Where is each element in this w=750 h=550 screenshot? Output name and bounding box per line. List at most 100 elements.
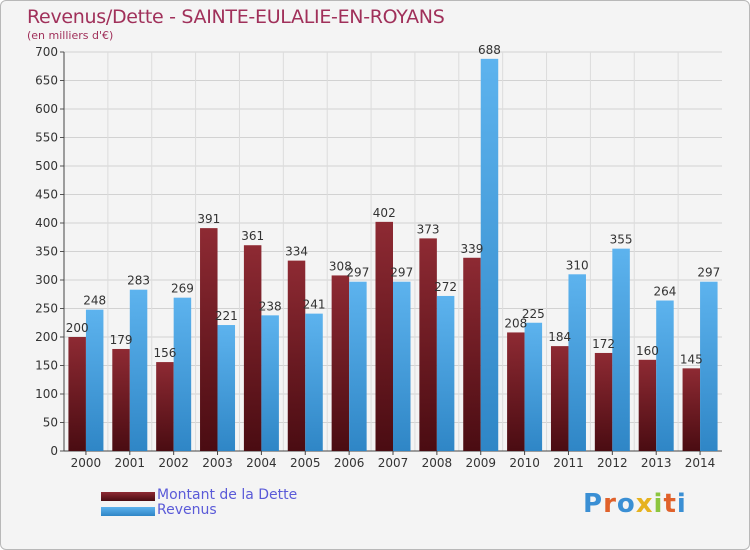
logo-letter: t [663, 489, 677, 519]
bar-revenue-2014 [700, 281, 718, 451]
ytick-label: 700 [35, 45, 58, 59]
data-label-debt-2007: 402 [373, 206, 396, 220]
ytick-label: 300 [35, 273, 58, 287]
xtick-label-2010: 2010 [509, 456, 540, 470]
data-label-debt-2013: 160 [636, 344, 659, 358]
logo-letter: i [653, 489, 664, 519]
data-label-revenue-2008: 272 [434, 280, 457, 294]
xtick-label-2006: 2006 [334, 456, 365, 470]
bar-debt-2003 [200, 228, 218, 451]
data-label-debt-2011: 184 [548, 330, 571, 344]
data-label-revenue-2005: 241 [303, 298, 326, 312]
bar-debt-2004 [243, 245, 262, 451]
bar-revenue-2006 [349, 281, 367, 451]
bar-revenue-2003 [217, 325, 236, 451]
data-label-debt-2009: 339 [461, 242, 484, 256]
ytick-label: 600 [35, 102, 58, 116]
bar-revenue-2007 [393, 281, 411, 451]
logo-letter: o [616, 489, 636, 519]
logo-letter: P [583, 489, 604, 519]
xtick-label-2000: 2000 [71, 456, 102, 470]
data-label-revenue-2012: 355 [610, 233, 633, 247]
data-label-debt-2010: 208 [504, 316, 527, 330]
xtick-label-2002: 2002 [158, 456, 189, 470]
logo-letter: x [635, 489, 654, 519]
bar-revenue-2001 [129, 289, 148, 451]
axes: 0 50 100 150 200 250 300 350 400 450 500 550 600 650 7… [35, 45, 722, 470]
xtick-label-2003: 2003 [202, 456, 233, 470]
bar-debt-2002 [156, 362, 174, 451]
data-label-debt-2014: 145 [680, 352, 703, 366]
data-label-debt-2002: 156 [153, 346, 176, 360]
data-label-debt-2003: 391 [197, 212, 220, 226]
ytick-label: 550 [35, 131, 58, 145]
data-label-debt-2000: 200 [66, 321, 89, 335]
xtick-label-2007: 2007 [378, 456, 409, 470]
xtick-label-2013: 2013 [641, 456, 672, 470]
legend-label-debt: Montant de la Dette [157, 487, 298, 503]
bar-revenue-2000 [85, 309, 104, 451]
data-label-debt-2004: 361 [241, 229, 264, 243]
bar-debt-2001 [112, 348, 130, 451]
chart-subtitle: (en milliers d'€) [27, 29, 114, 42]
bar-debt-2008 [419, 238, 437, 451]
bar-revenue-2002 [173, 297, 192, 451]
bar-revenue-2008 [436, 295, 455, 451]
data-label-revenue-2004: 238 [259, 299, 282, 313]
bar-revenue-2010 [524, 322, 543, 451]
data-label-revenue-2010: 225 [522, 307, 545, 321]
xtick-label-2014: 2014 [685, 456, 716, 470]
xtick-label-2004: 2004 [246, 456, 277, 470]
legend-swatch-debt [101, 492, 155, 501]
bar-revenue-2011 [568, 274, 586, 451]
data-label-revenue-2002: 269 [171, 282, 194, 296]
data-label-debt-2001: 179 [110, 333, 133, 347]
bar-debt-2006 [331, 275, 350, 451]
bar-revenue-2005 [305, 313, 323, 451]
ytick-label: 450 [35, 188, 58, 202]
ytick-label: 200 [35, 330, 58, 344]
bar-debt-2013 [638, 359, 657, 451]
data-label-revenue-2006: 297 [346, 266, 369, 280]
data-label-revenue-2001: 283 [127, 274, 150, 288]
ytick-label: 0 [50, 444, 58, 458]
bar-debt-2011 [550, 346, 569, 451]
data-label-debt-2008: 373 [417, 222, 440, 236]
data-label-revenue-2007: 297 [390, 266, 413, 280]
ytick-label: 350 [35, 245, 58, 259]
xtick-label-2008: 2008 [422, 456, 453, 470]
bar-revenue-2012 [612, 248, 630, 451]
xtick-label-2012: 2012 [597, 456, 628, 470]
data-label-revenue-2009: 688 [478, 43, 501, 57]
legend-swatch-revenue [101, 507, 155, 516]
data-label-debt-2012: 172 [592, 337, 615, 351]
bar-debt-2014 [682, 368, 701, 451]
bar-debt-2012 [594, 352, 613, 451]
legend-label-revenue: Revenus [157, 502, 217, 518]
bar-debt-2007 [375, 221, 393, 451]
logo-letter: i [676, 489, 687, 519]
ytick-label: 500 [35, 159, 58, 173]
data-label-revenue-2003: 221 [215, 309, 238, 323]
ytick-label: 150 [35, 359, 58, 373]
logo-letter: r [603, 489, 617, 519]
data-label-debt-2005: 334 [285, 245, 308, 259]
bar-revenue-2004 [261, 315, 279, 451]
ytick-label: 400 [35, 216, 58, 230]
bars [68, 58, 718, 452]
proxiti-logo: Proxiti [583, 489, 687, 519]
data-labels: 2002481792831562693912213612383342413082… [66, 43, 721, 367]
ytick-label: 50 [43, 416, 58, 430]
ytick-label: 650 [35, 74, 58, 88]
xtick-label-2001: 2001 [115, 456, 146, 470]
bar-debt-2010 [507, 332, 525, 451]
data-label-revenue-2013: 264 [653, 285, 676, 299]
xtick-label-2009: 2009 [465, 456, 496, 470]
bar-revenue-2013 [656, 300, 674, 451]
ytick-label: 100 [35, 387, 58, 401]
bar-debt-2005 [287, 260, 306, 451]
bar-debt-2009 [463, 257, 481, 451]
bar-debt-2000 [68, 337, 86, 451]
